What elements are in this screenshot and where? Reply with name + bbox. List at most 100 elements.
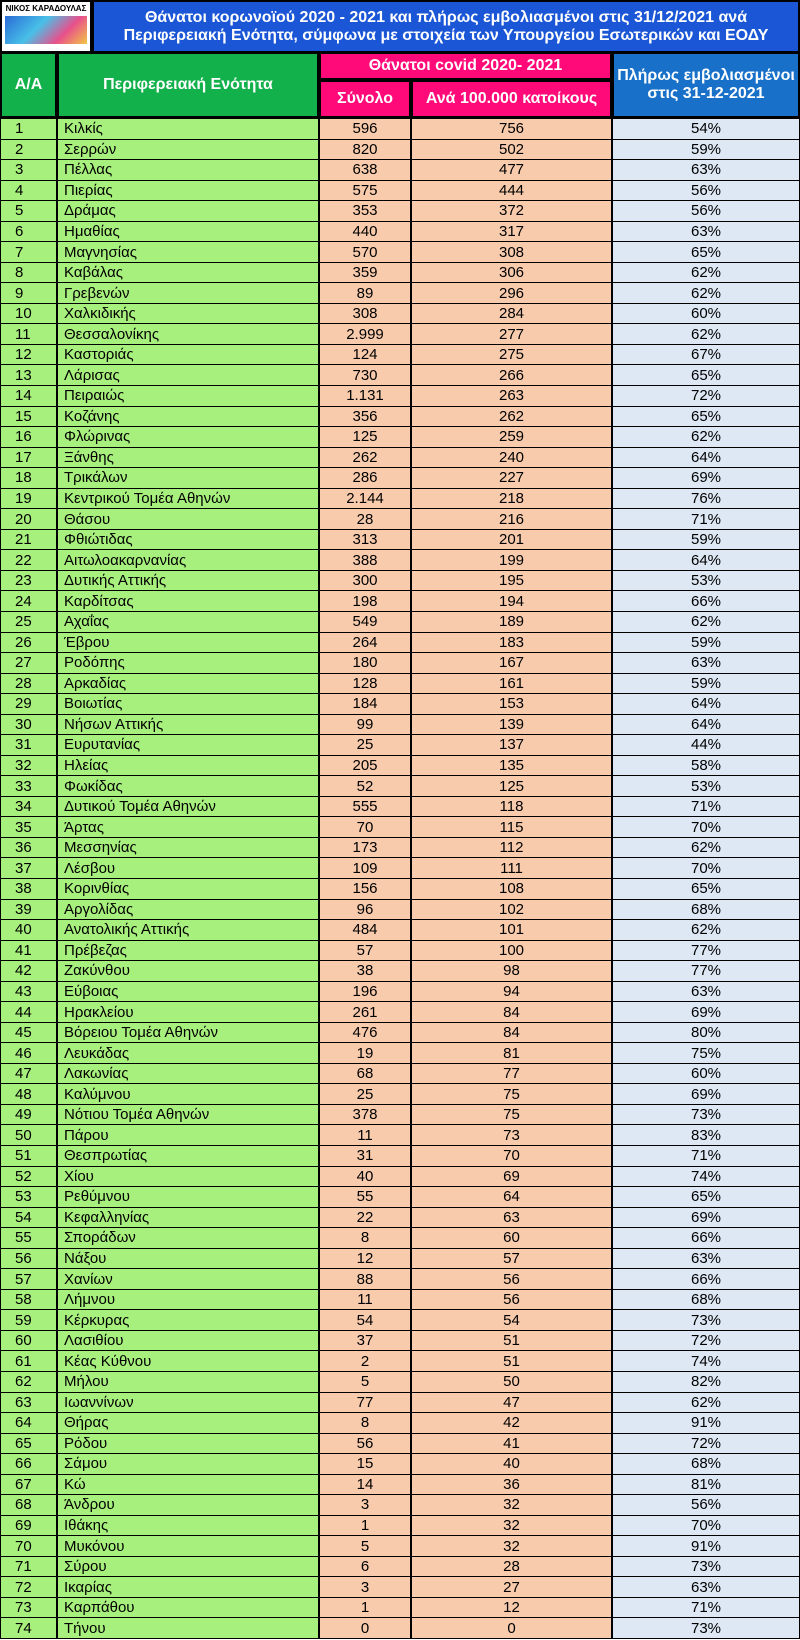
deaths-total: 2.144 xyxy=(319,487,411,510)
row-number: 72 xyxy=(0,1576,57,1598)
row-number: 34 xyxy=(0,795,57,818)
row-number: 42 xyxy=(0,960,57,982)
vaccinated-pct: 58% xyxy=(612,754,800,777)
vaccinated-pct: 68% xyxy=(612,898,800,921)
region-name: Μυκόνου xyxy=(57,1535,319,1557)
row-number: 25 xyxy=(0,610,57,633)
vaccinated-pct: 64% xyxy=(612,693,800,715)
vaccinated-pct: 74% xyxy=(612,1350,800,1372)
row-number: 33 xyxy=(0,775,57,797)
row-number: 23 xyxy=(0,569,57,592)
region-name: Ιθάκης xyxy=(57,1514,319,1537)
deaths-total: 300 xyxy=(319,569,411,592)
deaths-per-100k: 73 xyxy=(411,1124,612,1147)
region-name: Θάσου xyxy=(57,508,319,530)
region-name: Αχαΐας xyxy=(57,610,319,633)
row-number: 47 xyxy=(0,1062,57,1085)
row-number: 61 xyxy=(0,1350,57,1372)
row-number: 46 xyxy=(0,1042,57,1064)
region-name: Ανατολικής Αττικής xyxy=(57,919,319,941)
deaths-per-100k: 502 xyxy=(411,138,612,161)
vaccinated-pct: 70% xyxy=(612,816,800,838)
region-name: Ρόδου xyxy=(57,1432,319,1455)
deaths-total: 125 xyxy=(319,426,411,448)
deaths-total: 37 xyxy=(319,1329,411,1352)
vaccinated-pct: 71% xyxy=(612,795,800,818)
vaccinated-pct: 53% xyxy=(612,775,800,797)
deaths-total: 109 xyxy=(319,857,411,879)
region-name: Κεφαλληνίας xyxy=(57,1206,319,1229)
deaths-per-100k: 195 xyxy=(411,569,612,592)
deaths-total: 198 xyxy=(319,590,411,612)
deaths-total: 22 xyxy=(319,1206,411,1229)
row-number: 45 xyxy=(0,1021,57,1044)
row-number: 62 xyxy=(0,1370,57,1393)
region-name: Τρικάλων xyxy=(57,467,319,489)
row-number: 3 xyxy=(0,159,57,181)
row-number: 48 xyxy=(0,1083,57,1105)
deaths-per-100k: 84 xyxy=(411,1021,612,1044)
region-name: Λήμνου xyxy=(57,1288,319,1311)
header-vaccinated: Πλήρως εμβολιασμένοι στις 31-12-2021 xyxy=(612,52,800,118)
vaccinated-pct: 62% xyxy=(612,282,800,304)
deaths-total: 262 xyxy=(319,446,411,469)
row-number: 27 xyxy=(0,652,57,674)
row-number: 29 xyxy=(0,693,57,715)
deaths-per-100k: 32 xyxy=(411,1535,612,1557)
title-line: Περιφερειακή Ενότητα, σύμφωνα με στοιχεί… xyxy=(123,26,769,44)
region-name: Ικαρίας xyxy=(57,1576,319,1598)
deaths-total: 1.131 xyxy=(319,385,411,407)
deaths-total: 28 xyxy=(319,508,411,530)
deaths-per-100k: 70 xyxy=(411,1145,612,1167)
row-number: 24 xyxy=(0,590,57,612)
row-number: 18 xyxy=(0,467,57,489)
region-name: Σύρου xyxy=(57,1555,319,1578)
row-number: 36 xyxy=(0,836,57,859)
row-number: 57 xyxy=(0,1268,57,1290)
deaths-total: 96 xyxy=(319,898,411,921)
deaths-total: 54 xyxy=(319,1309,411,1331)
deaths-total: 286 xyxy=(319,467,411,489)
deaths-per-100k: 63 xyxy=(411,1206,612,1229)
deaths-total: 1 xyxy=(319,1514,411,1537)
region-name: Σποράδων xyxy=(57,1227,319,1249)
row-number: 39 xyxy=(0,898,57,921)
deaths-total: 124 xyxy=(319,343,411,366)
vaccinated-pct: 77% xyxy=(612,939,800,962)
deaths-total: 5 xyxy=(319,1370,411,1393)
deaths-total: 8 xyxy=(319,1412,411,1434)
vaccinated-pct: 63% xyxy=(612,220,800,243)
region-name: Πιερίας xyxy=(57,179,319,202)
row-number: 37 xyxy=(0,857,57,879)
region-name: Αρκαδίας xyxy=(57,672,319,695)
region-name: Μήλου xyxy=(57,1370,319,1393)
row-number: 17 xyxy=(0,446,57,469)
deaths-total: 99 xyxy=(319,713,411,736)
region-name: Κέας Κύθνου xyxy=(57,1350,319,1372)
deaths-total: 184 xyxy=(319,693,411,715)
vaccinated-pct: 59% xyxy=(612,528,800,551)
deaths-per-100k: 64 xyxy=(411,1186,612,1208)
vaccinated-pct: 83% xyxy=(612,1124,800,1147)
vaccinated-pct: 68% xyxy=(612,1288,800,1311)
vaccinated-pct: 60% xyxy=(612,302,800,325)
deaths-per-100k: 75 xyxy=(411,1103,612,1126)
vaccinated-pct: 59% xyxy=(612,631,800,654)
vaccinated-pct: 71% xyxy=(612,1596,800,1619)
deaths-per-100k: 28 xyxy=(411,1555,612,1578)
row-number: 12 xyxy=(0,343,57,366)
vaccinated-pct: 67% xyxy=(612,343,800,366)
deaths-per-100k: 94 xyxy=(411,980,612,1003)
deaths-per-100k: 47 xyxy=(411,1391,612,1414)
row-number: 58 xyxy=(0,1288,57,1311)
title-line: Θάνατοι κορωνοϊού 2020 - 2021 και πλήρως… xyxy=(144,8,748,26)
deaths-total: 128 xyxy=(319,672,411,695)
deaths-total: 476 xyxy=(319,1021,411,1044)
vaccinated-pct: 54% xyxy=(612,118,800,140)
row-number: 14 xyxy=(0,385,57,407)
region-name: Ευρυτανίας xyxy=(57,734,319,756)
vaccinated-pct: 62% xyxy=(612,836,800,859)
deaths-total: 638 xyxy=(319,159,411,181)
deaths-per-100k: 115 xyxy=(411,816,612,838)
header-per100k: Ανά 100.000 κατοίκους xyxy=(411,80,612,118)
